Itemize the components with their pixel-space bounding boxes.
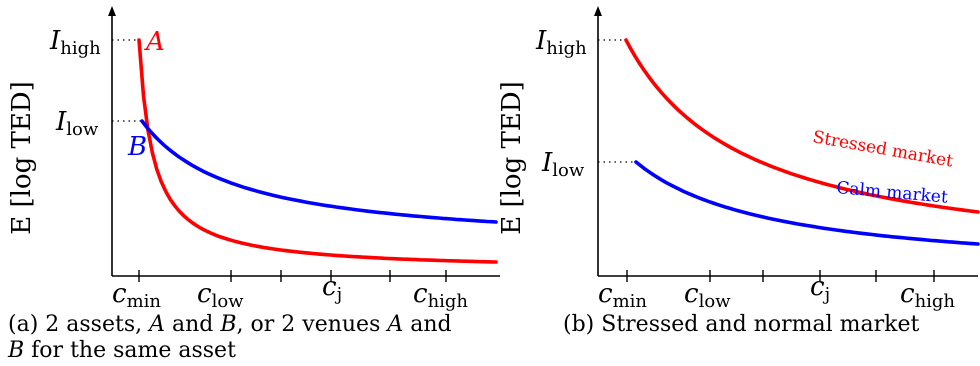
panel-a-y-label: E [log TED] xyxy=(7,81,37,235)
panel-a-series-B-line xyxy=(140,119,498,224)
panel-a: E [log TED] Ihigh Ilow A B cmin clow cj … xyxy=(7,6,500,312)
panel-b-series-calm-label: Calm market xyxy=(836,178,949,208)
panel-a-xtick-min: cmin xyxy=(112,279,161,312)
panel-a-xtick-j: cj xyxy=(322,272,342,305)
panel-a-level-high: Ihigh xyxy=(49,26,101,59)
panel-b-xtick-low: clow xyxy=(684,279,731,312)
panel-b: E [log TED] Ihigh Ilow Stressed market C… xyxy=(497,6,980,312)
panel-b-y-arrow xyxy=(594,6,602,16)
panel-b-xtick-high: chigh xyxy=(900,279,955,312)
panel-b-xtick-j: cj xyxy=(810,272,830,305)
panel-a-xtick-high: chigh xyxy=(413,279,468,312)
panel-a-series-B-label: B xyxy=(127,132,147,162)
chart-figure: E [log TED] Ihigh Ilow A B cmin clow cj … xyxy=(7,6,980,312)
panel-b-level-high: Ihigh xyxy=(535,26,587,59)
panel-b-series-stressed-line xyxy=(624,38,980,214)
panel-b-series-calm-line xyxy=(634,160,980,246)
panel-b-level-low: Ilow xyxy=(541,148,585,181)
panel-a-series-A-label: A xyxy=(144,27,165,57)
panel-a-caption: (a) 2 assets, A and B, or 2 venues A and… xyxy=(8,312,452,363)
panel-a-level-low: Ilow xyxy=(55,107,99,140)
panel-a-xtick-low: clow xyxy=(197,279,244,312)
panel-b-series-stressed-label: Stressed market xyxy=(811,127,955,171)
panel-b-xtick-min: cmin xyxy=(598,279,647,312)
panel-b-caption: (b) Stressed and normal market xyxy=(563,312,920,337)
panel-b-y-label: E [log TED] xyxy=(497,81,527,235)
panel-a-y-arrow xyxy=(108,6,116,16)
panel-a-series-A-line xyxy=(137,38,498,264)
